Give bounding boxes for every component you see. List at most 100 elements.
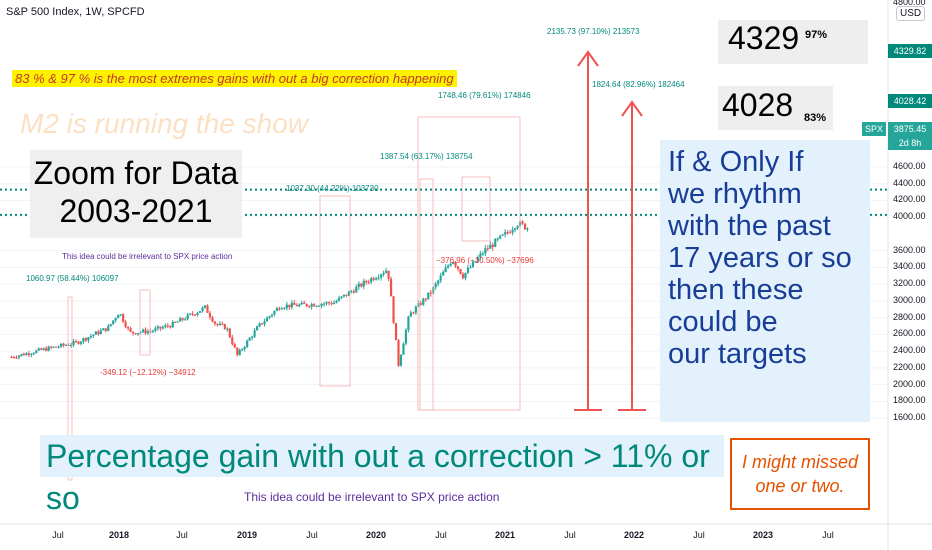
- candle-body: [228, 328, 231, 338]
- spx-tag-label: SPX: [862, 122, 886, 136]
- candle: [15, 355, 18, 360]
- candle: [444, 264, 447, 273]
- candle-body: [414, 306, 417, 313]
- candle: [129, 326, 132, 333]
- candle-body: [308, 306, 311, 308]
- target-83-percent: 83%: [804, 112, 827, 124]
- candle: [62, 342, 65, 348]
- measure-box: [319, 195, 351, 387]
- candle: [370, 277, 373, 285]
- currency-button[interactable]: USD: [896, 6, 926, 21]
- candle: [484, 245, 487, 257]
- price-tag-4329: 4329.82: [888, 44, 932, 58]
- candle: [337, 295, 341, 302]
- candle-body: [377, 277, 380, 279]
- candle: [509, 229, 512, 234]
- candle: [283, 307, 286, 310]
- candle: [221, 321, 224, 326]
- candle-body: [126, 327, 130, 329]
- candle-body: [15, 357, 18, 359]
- candle-body: [27, 353, 30, 355]
- candle-body: [372, 278, 375, 280]
- candle-body: [107, 326, 110, 331]
- candle: [236, 347, 239, 357]
- candle-body: [246, 340, 249, 347]
- candle: [513, 227, 517, 233]
- arrow-head: [621, 100, 643, 117]
- candle: [350, 289, 353, 294]
- candle-body: [422, 298, 425, 305]
- candle: [300, 300, 303, 305]
- candle: [494, 238, 497, 248]
- candle-body: [464, 272, 467, 279]
- x-tick-label: Jul: [306, 530, 318, 540]
- x-tick-label: Jul: [564, 530, 576, 540]
- candle-body: [362, 280, 365, 287]
- candle-body: [322, 303, 326, 305]
- measure-label: 2135.73 (97.10%) 213573: [547, 27, 640, 36]
- candle-body: [221, 323, 224, 325]
- candle-body: [486, 248, 489, 250]
- x-tick-label: Jul: [822, 530, 834, 540]
- candle: [99, 328, 102, 335]
- candle: [407, 315, 410, 333]
- candle-body: [226, 328, 229, 330]
- symbol-title[interactable]: S&P 500 Index, 1W, SPCFD: [6, 6, 145, 18]
- candle-body: [129, 328, 132, 332]
- candle-body: [30, 354, 33, 356]
- candle: [27, 350, 30, 358]
- candle-body: [347, 291, 350, 296]
- candle: [246, 339, 249, 349]
- extremes-banner: 83 % & 97 % is the most extremes gains w…: [12, 70, 457, 87]
- candle: [79, 340, 83, 346]
- candle: [119, 314, 122, 317]
- candle: [387, 270, 390, 282]
- candle-body: [141, 329, 145, 333]
- candle-body: [193, 314, 197, 316]
- zoom-note: Zoom for Data 2003-2021: [30, 150, 242, 238]
- candle-body: [332, 302, 336, 305]
- candle-body: [424, 298, 427, 300]
- candle-body: [345, 294, 348, 296]
- target-4329-value: 4329: [728, 20, 800, 56]
- candle-body: [429, 292, 432, 294]
- candle-body: [89, 336, 92, 338]
- candle-body: [439, 275, 442, 281]
- candle-body: [298, 304, 301, 307]
- candle: [64, 343, 68, 347]
- candle-body: [499, 235, 502, 239]
- candle-body: [330, 303, 333, 305]
- candle: [40, 347, 43, 351]
- candle: [263, 318, 266, 327]
- candle: [347, 290, 350, 296]
- candle: [427, 292, 430, 301]
- candle-body: [37, 348, 40, 351]
- candle: [308, 305, 311, 309]
- candle: [37, 347, 40, 351]
- candle-body: [466, 267, 470, 273]
- candle: [251, 335, 254, 341]
- candle-body: [159, 326, 162, 329]
- candle: [74, 339, 78, 344]
- candle: [409, 310, 413, 317]
- candle: [496, 237, 499, 242]
- candle-body: [355, 286, 358, 293]
- candle-body: [427, 292, 430, 300]
- candle-body: [384, 270, 388, 274]
- candle-body: [459, 269, 462, 274]
- candle: [231, 334, 234, 346]
- candle: [248, 336, 251, 341]
- y-tick-label: 2600.00: [893, 328, 926, 339]
- candle-body: [288, 304, 291, 308]
- candle-body: [10, 356, 13, 358]
- candle-body: [248, 337, 251, 341]
- candle: [126, 326, 130, 331]
- candle: [327, 301, 331, 306]
- candle-body: [171, 321, 174, 328]
- candle-body: [295, 304, 298, 307]
- candle-body: [278, 308, 281, 310]
- candle: [72, 338, 75, 347]
- candle: [318, 304, 321, 307]
- candle: [169, 325, 172, 329]
- candle: [474, 261, 477, 263]
